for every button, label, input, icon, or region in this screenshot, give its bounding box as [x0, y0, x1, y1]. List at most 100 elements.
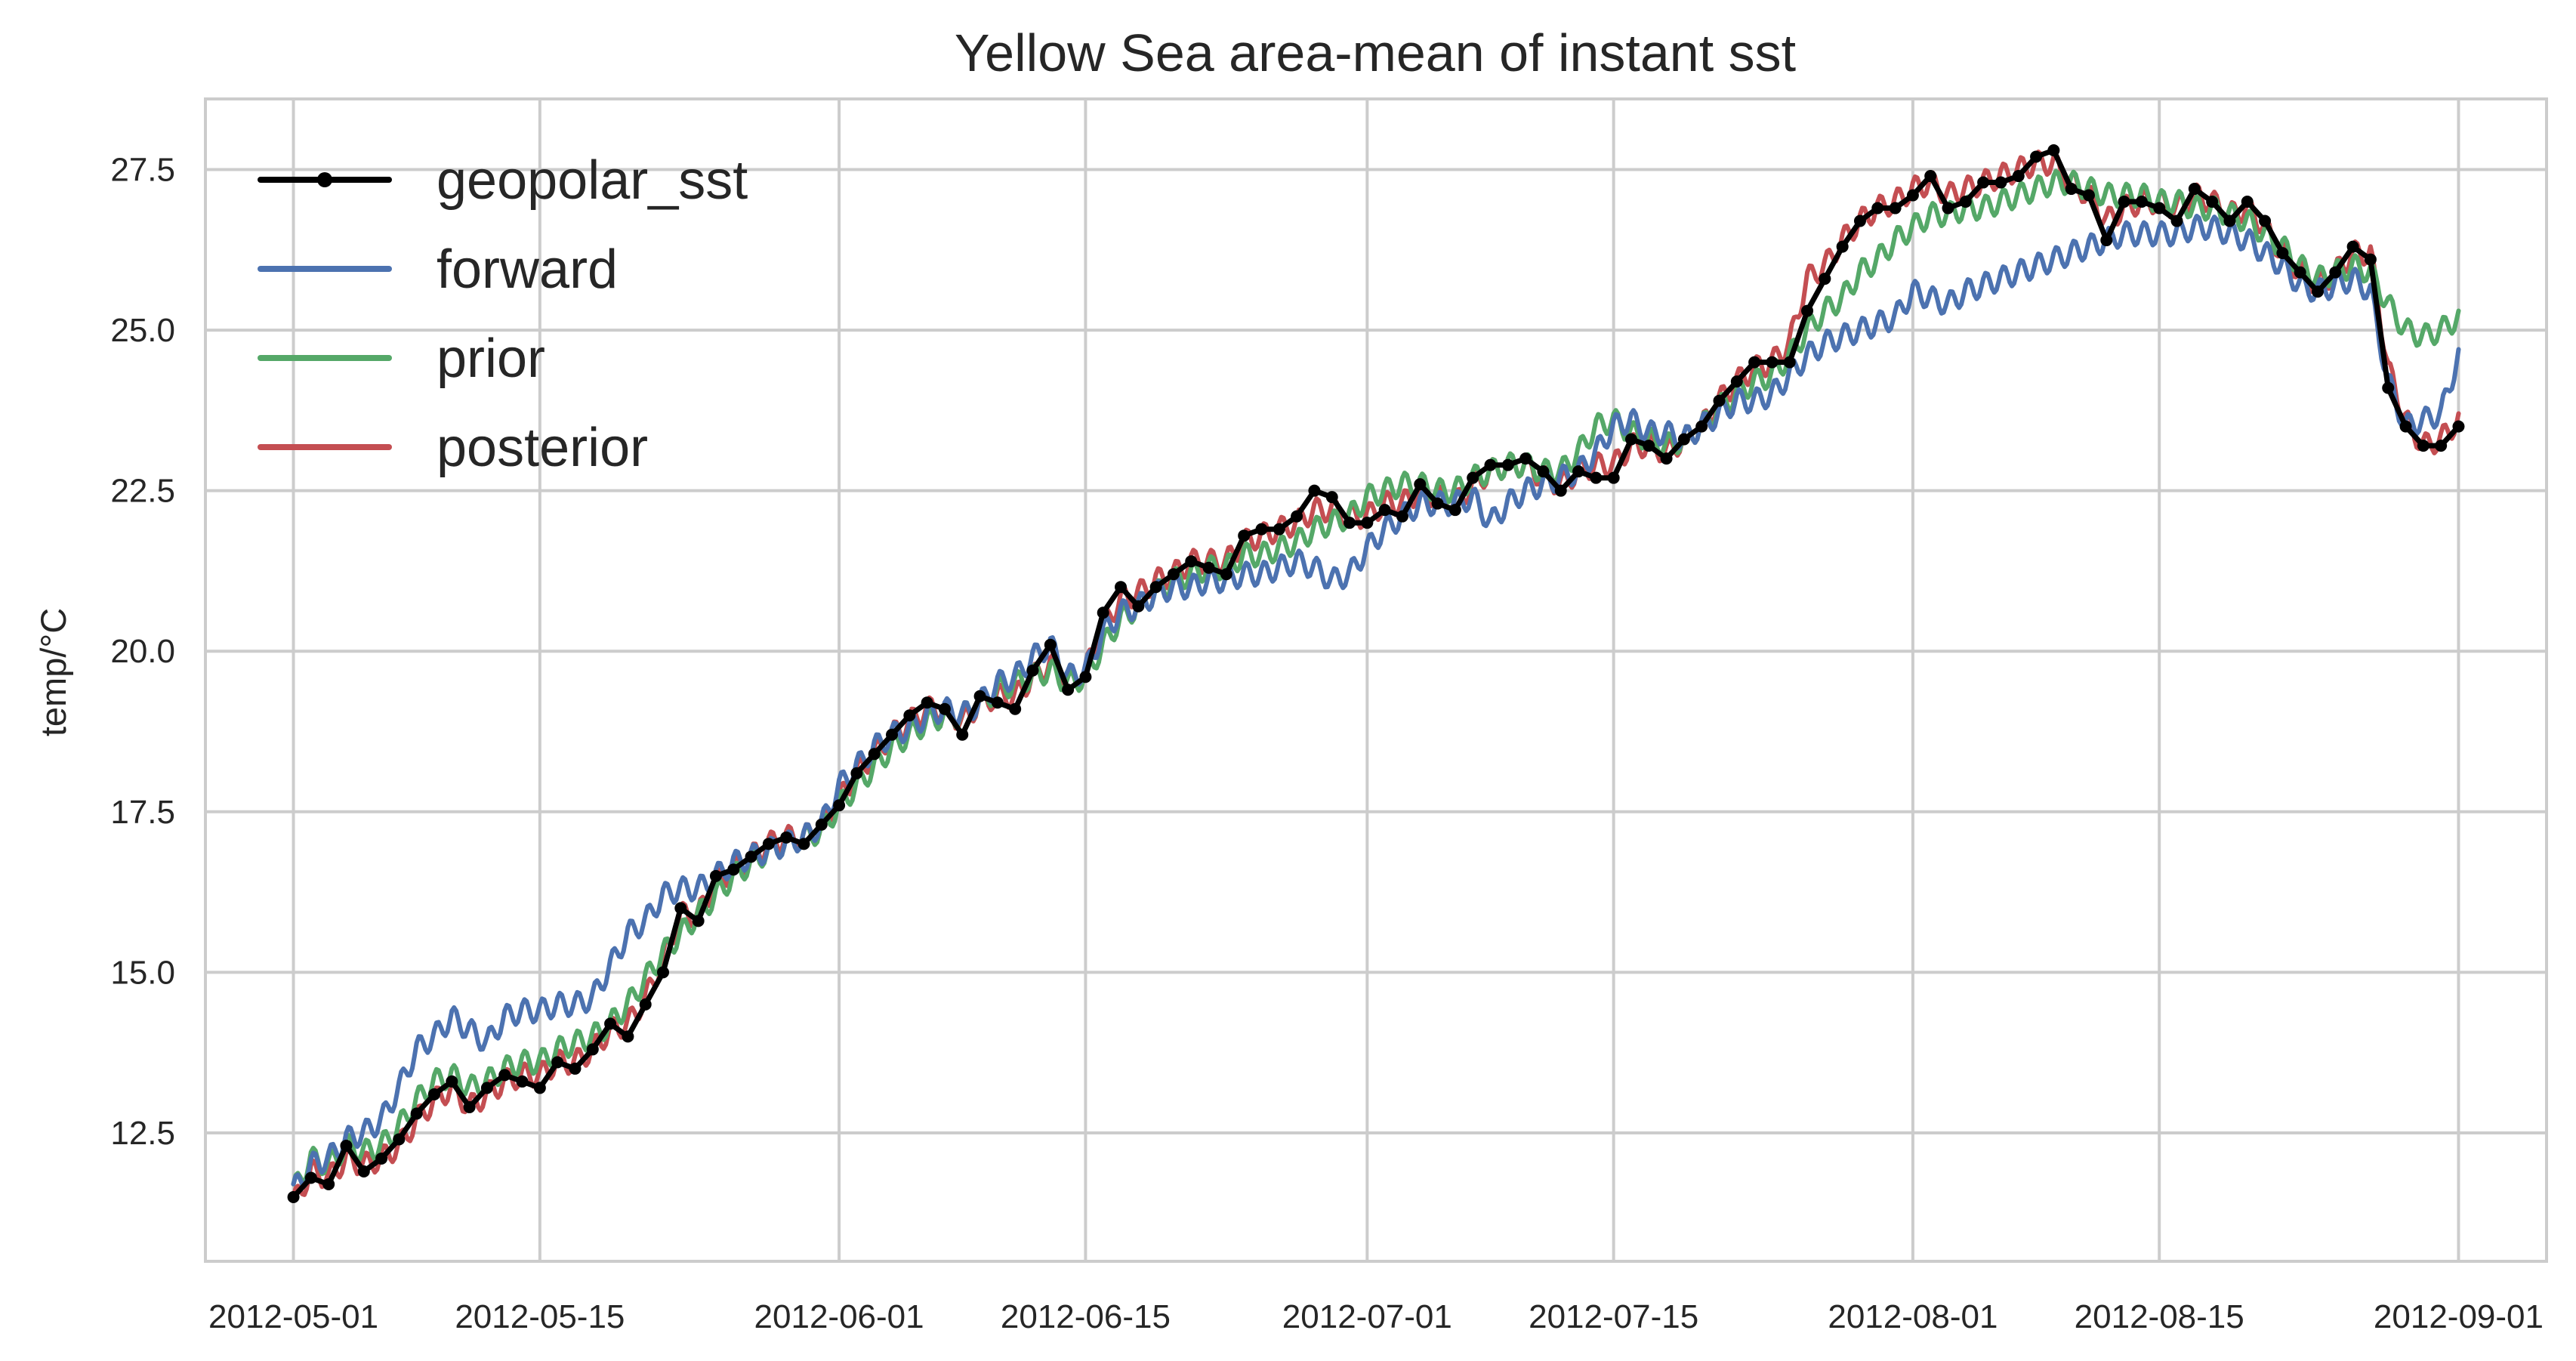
- data-point: [1695, 420, 1708, 433]
- data-point: [1572, 465, 1585, 478]
- data-point: [1590, 471, 1603, 484]
- y-tick-label: 22.5: [110, 473, 175, 510]
- data-point: [463, 1100, 476, 1113]
- data-point: [375, 1152, 388, 1165]
- series-lines: [287, 144, 2465, 1203]
- data-point: [868, 748, 881, 761]
- data-point: [1185, 555, 1198, 568]
- series-line-geopolar_sst: [291, 147, 2461, 1200]
- data-point: [1255, 523, 1268, 535]
- data-point: [2100, 234, 2113, 247]
- x-tick-label: 2012-08-15: [2075, 1298, 2244, 1335]
- data-point: [1643, 440, 1655, 452]
- data-point: [657, 966, 670, 979]
- grid: [205, 99, 2547, 1261]
- data-point: [1977, 176, 1990, 189]
- data-point: [2241, 196, 2254, 208]
- series-line-prior: [291, 168, 2461, 1187]
- x-tick-label: 2012-05-15: [455, 1298, 625, 1335]
- data-point: [1730, 375, 1743, 388]
- data-point: [1044, 638, 1057, 651]
- data-point: [2188, 183, 2201, 196]
- data-point: [569, 1062, 582, 1075]
- data-point: [2346, 240, 2359, 253]
- data-point: [1554, 484, 1567, 497]
- y-tick-label: 12.5: [110, 1115, 175, 1152]
- series-line-forward: [291, 214, 2461, 1189]
- data-point: [357, 1165, 370, 1177]
- data-point: [480, 1082, 493, 1094]
- data-point: [1396, 510, 1408, 523]
- data-point: [991, 696, 1004, 709]
- data-point: [1238, 529, 1251, 542]
- data-point: [2329, 266, 2342, 279]
- data-point: [428, 1088, 441, 1100]
- legend-label: geopolar_sst: [437, 150, 748, 211]
- data-point: [2153, 202, 2166, 214]
- x-tick-label: 2012-06-01: [754, 1298, 924, 1335]
- data-point: [1519, 452, 1532, 465]
- data-point: [2276, 247, 2289, 260]
- data-point: [797, 838, 810, 850]
- x-tick-label: 2012-05-01: [208, 1298, 378, 1335]
- data-point: [410, 1107, 423, 1120]
- data-point: [692, 915, 705, 927]
- data-point: [938, 702, 951, 715]
- data-point: [921, 696, 933, 709]
- data-point: [586, 1043, 599, 1056]
- data-point: [498, 1069, 511, 1082]
- legend-label: prior: [437, 329, 545, 389]
- legend-label: forward: [437, 239, 618, 300]
- data-point: [2452, 420, 2465, 433]
- data-point: [886, 728, 899, 741]
- data-point: [287, 1190, 300, 1203]
- data-point: [1115, 581, 1128, 594]
- x-tick-label: 2012-07-15: [1529, 1298, 1698, 1335]
- data-point: [850, 767, 863, 779]
- data-point: [745, 850, 757, 863]
- data-point: [1273, 523, 1285, 535]
- data-point: [639, 998, 652, 1011]
- x-tick-label: 2012-09-01: [2374, 1298, 2544, 1335]
- data-point: [304, 1171, 317, 1184]
- data-point: [1149, 581, 1162, 594]
- data-point: [956, 728, 969, 741]
- data-point: [1853, 214, 1866, 227]
- data-point: [1624, 433, 1637, 446]
- data-point: [1448, 504, 1461, 517]
- data-point: [833, 799, 846, 812]
- data-point: [1467, 471, 1479, 484]
- data-point: [2435, 440, 2448, 452]
- data-point: [2082, 189, 2095, 202]
- data-point: [815, 818, 828, 831]
- data-point: [2364, 253, 2377, 266]
- data-point: [1889, 202, 1902, 214]
- data-point: [1783, 356, 1796, 369]
- tick-labels: 2012-05-01 2012-05-15 2012-06-01 2012-06-15…: [110, 152, 2544, 1335]
- data-point: [551, 1056, 564, 1069]
- data-point: [1994, 176, 2007, 189]
- data-point: [1959, 196, 1972, 208]
- data-point: [1660, 452, 1673, 465]
- data-point: [1009, 702, 1022, 715]
- data-point: [973, 690, 986, 702]
- data-point: [1607, 471, 1620, 484]
- data-point: [1836, 240, 1849, 253]
- data-point: [2223, 214, 2236, 227]
- data-point: [1801, 304, 1814, 317]
- data-point: [1501, 458, 1514, 471]
- data-point: [2417, 440, 2429, 452]
- y-tick-label: 25.0: [110, 312, 175, 349]
- legend-label: posterior: [437, 418, 648, 478]
- data-point: [1062, 684, 1075, 696]
- data-point: [2012, 170, 2025, 183]
- y-tick-label: 17.5: [110, 794, 175, 831]
- x-tick-label: 2012-08-01: [1828, 1298, 1998, 1335]
- data-point: [1202, 561, 1215, 574]
- data-point: [1431, 497, 1444, 510]
- data-point: [1677, 433, 1690, 446]
- data-point: [2311, 285, 2324, 298]
- legend-marker: [317, 172, 332, 187]
